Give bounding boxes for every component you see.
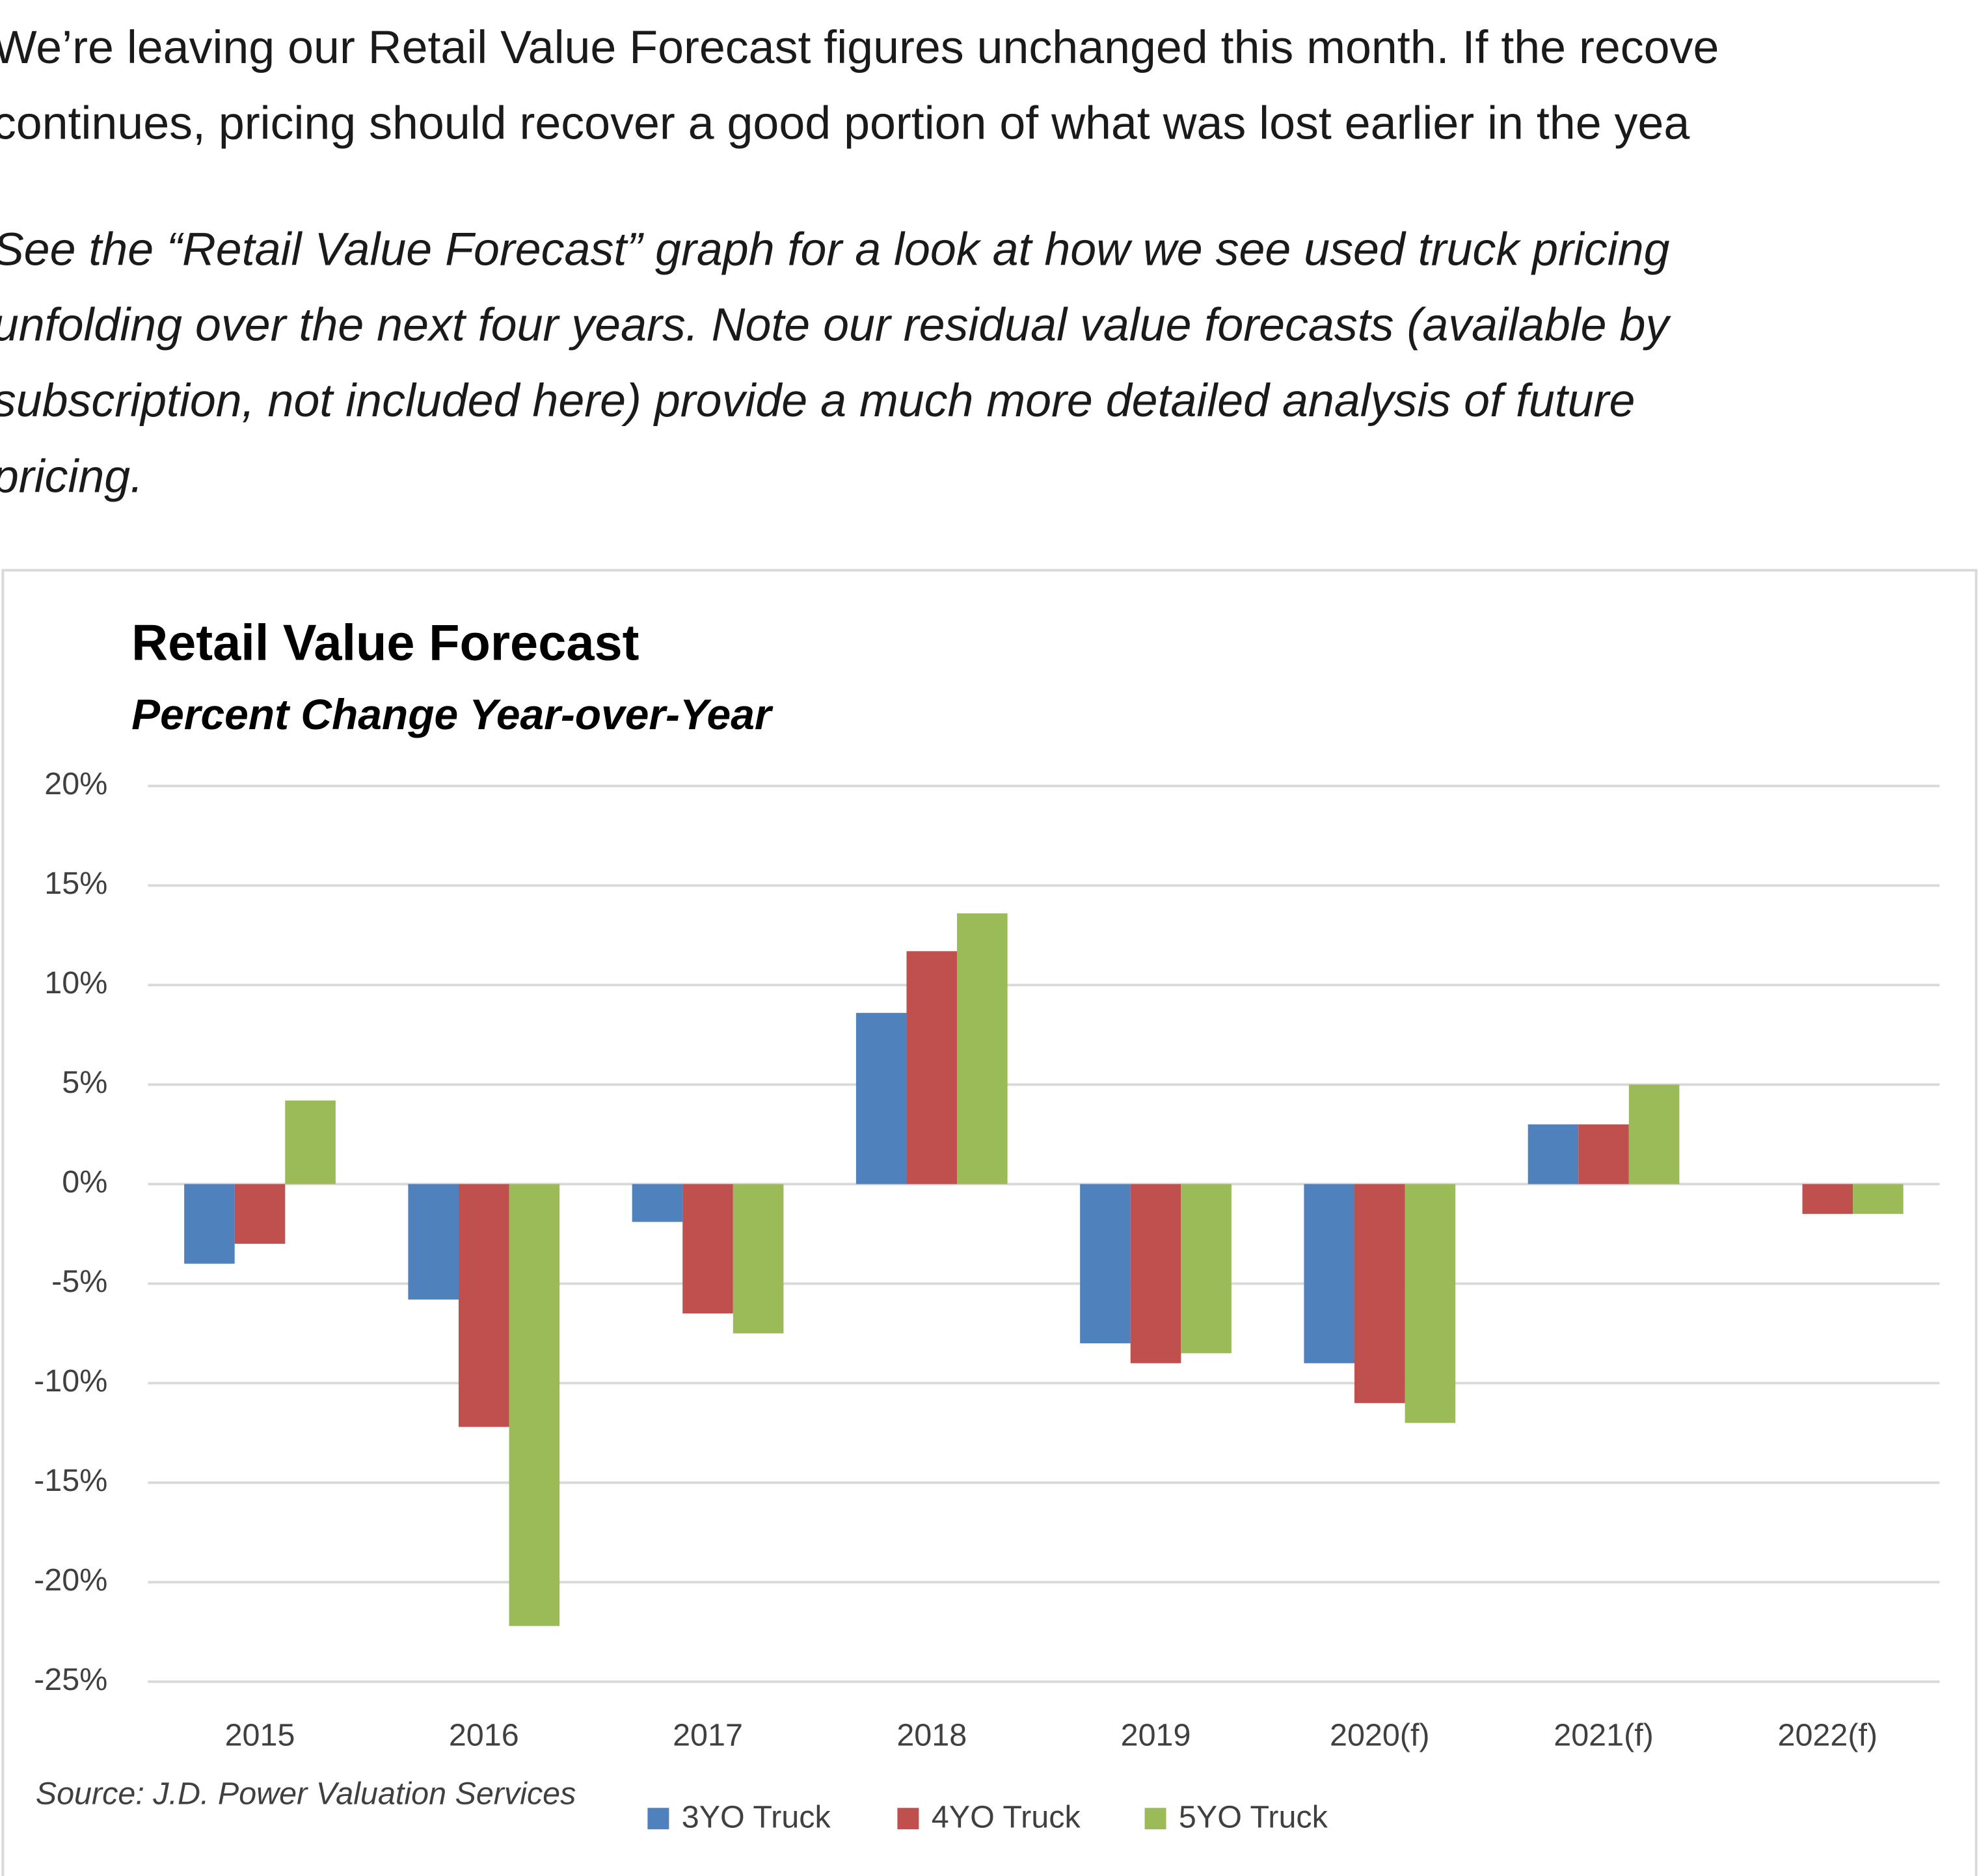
y-tick-label: -15% xyxy=(34,1463,107,1498)
y-tick-label: 0% xyxy=(62,1164,107,1199)
bar xyxy=(906,951,958,1185)
chart-title: Retail Value Forecast xyxy=(131,615,639,671)
chart-frame xyxy=(1,569,1978,1876)
legend-label: 5YO Truck xyxy=(1179,1800,1328,1835)
bar xyxy=(682,1184,733,1314)
paragraph-line: continues, pricing should recover a good… xyxy=(0,97,1690,149)
legend-label: 4YO Truck xyxy=(932,1800,1081,1835)
bar xyxy=(458,1184,509,1427)
x-tick-label: 2022(f) xyxy=(1778,1717,1878,1752)
x-tick-label: 2015 xyxy=(225,1717,295,1752)
paragraph-line: unfolding over the next four years. Note… xyxy=(0,299,1671,351)
x-tick-label: 2018 xyxy=(896,1717,967,1752)
bar xyxy=(957,913,1008,1185)
legend-swatch xyxy=(1144,1808,1166,1830)
bar xyxy=(1528,1124,1579,1185)
chart-subtitle: Percent Change Year-over-Year xyxy=(131,690,774,738)
paragraph-line: pricing. xyxy=(0,450,143,502)
bar xyxy=(1578,1124,1629,1185)
chart-source: Source: J.D. Power Valuation Services xyxy=(36,1776,576,1811)
bar xyxy=(285,1100,336,1185)
bar xyxy=(1853,1184,1904,1214)
bar xyxy=(509,1184,560,1626)
paragraph-line: subscription, not included here) provide… xyxy=(0,375,1635,427)
x-tick-label: 2019 xyxy=(1121,1717,1191,1752)
paragraph-line: See the “Retail Value Forecast” graph fo… xyxy=(0,223,1670,275)
x-tick-label: 2016 xyxy=(449,1717,519,1752)
x-tick-label: 2021(f) xyxy=(1554,1717,1654,1752)
legend-swatch xyxy=(647,1808,669,1830)
bar xyxy=(733,1184,784,1333)
y-tick-label: -5% xyxy=(51,1264,107,1299)
bar xyxy=(1181,1184,1232,1354)
paragraph-line: We’re leaving our Retail Value Forecast … xyxy=(0,21,1719,74)
y-tick-label: -20% xyxy=(34,1562,107,1598)
bar xyxy=(408,1184,459,1300)
x-tick-label: 2020(f) xyxy=(1330,1717,1430,1752)
y-tick-label: -25% xyxy=(34,1662,107,1697)
bar xyxy=(1802,1184,1853,1214)
x-tick-label: 2017 xyxy=(673,1717,743,1752)
y-tick-label: 20% xyxy=(44,766,107,801)
y-tick-label: -10% xyxy=(34,1363,107,1399)
bar xyxy=(632,1184,683,1222)
y-tick-label: 10% xyxy=(44,965,107,1000)
bar xyxy=(1130,1184,1181,1363)
bar xyxy=(855,1013,907,1185)
legend-swatch xyxy=(897,1808,919,1830)
bar xyxy=(184,1184,235,1264)
y-tick-label: 15% xyxy=(44,866,107,901)
bar xyxy=(1628,1084,1680,1185)
bar xyxy=(234,1184,286,1244)
bar xyxy=(1304,1184,1354,1363)
bar xyxy=(1080,1184,1131,1344)
y-tick-label: 5% xyxy=(62,1065,107,1100)
bar xyxy=(1354,1184,1405,1403)
legend-label: 3YO Truck xyxy=(682,1800,831,1835)
bar xyxy=(1405,1184,1456,1423)
